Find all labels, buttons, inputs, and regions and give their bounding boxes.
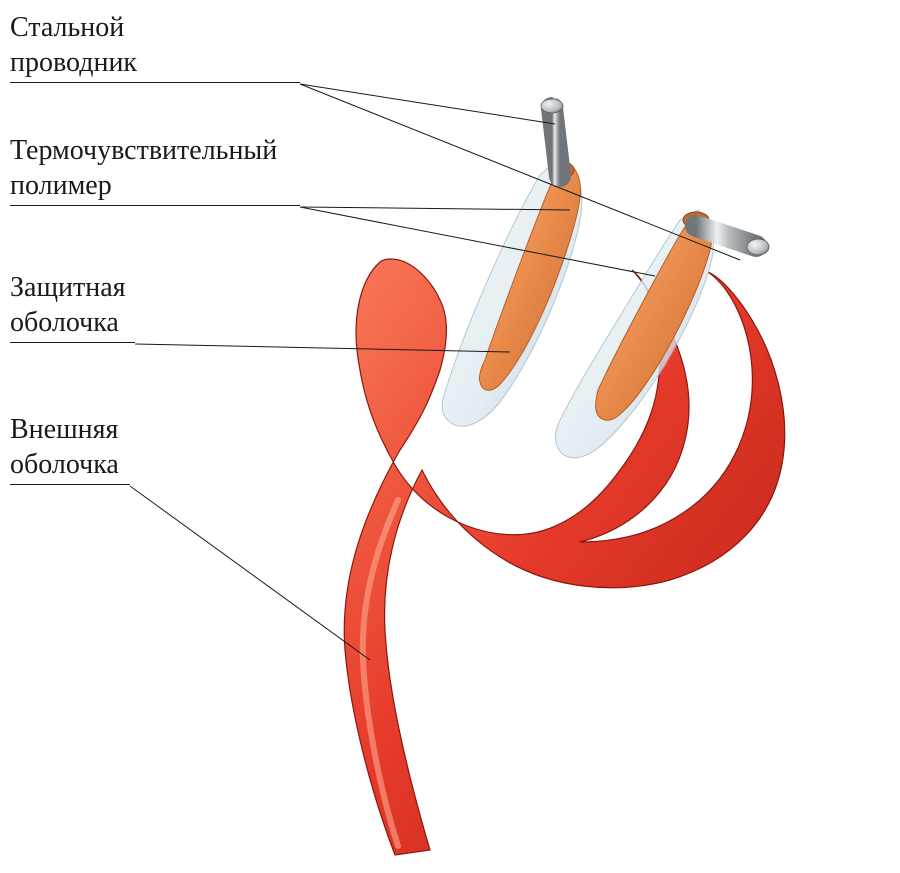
leader-steel-1: [300, 84, 555, 124]
polymer-right: [596, 214, 712, 420]
leader-polymer-2: [300, 207, 655, 276]
leader-protective: [135, 344, 510, 352]
diagram-page: Стальной проводник Термочувствительный п…: [0, 0, 900, 873]
outer-sheath: [344, 259, 784, 855]
outer-sheath-body: [344, 259, 784, 855]
leader-outer: [130, 486, 370, 660]
cable-diagram: [0, 0, 900, 873]
steel-left: [541, 99, 563, 176]
